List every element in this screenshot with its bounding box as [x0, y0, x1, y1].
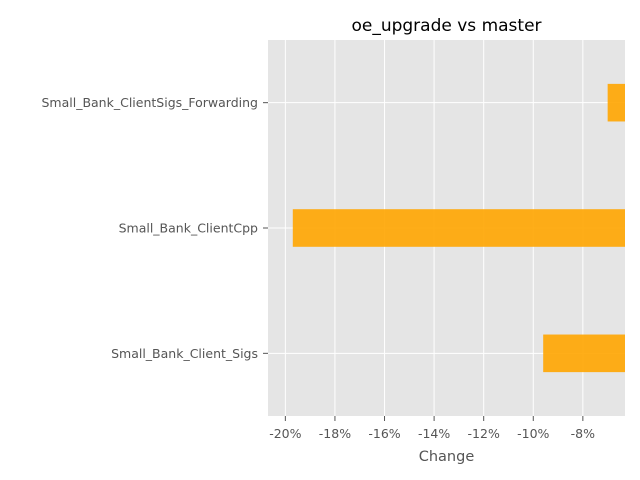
- x-tick-label: -12%: [468, 426, 500, 441]
- bars: [292, 83, 625, 373]
- x-tick-label: -10%: [517, 426, 549, 441]
- x-tick-label: -16%: [368, 426, 400, 441]
- x-axis-ticks: -20% -18% -16% -14% -12% -10% -8%: [269, 416, 595, 441]
- bar-small-bank-clientcpp: [292, 209, 625, 247]
- chart-title: oe_upgrade vs master: [351, 16, 541, 36]
- x-tick-label: -20%: [269, 426, 301, 441]
- y-axis-ticks: Small_Bank_ClientSigs_Forwarding Small_Ba…: [41, 95, 268, 361]
- x-tick-label: -8%: [571, 426, 595, 441]
- y-tick-label: Small_Bank_ClientSigs_Forwarding: [41, 95, 258, 110]
- bar-small-bank-client-sigs: [543, 334, 625, 373]
- x-tick-label: -14%: [418, 426, 450, 441]
- y-tick-label: Small_Bank_ClientCpp: [119, 221, 258, 236]
- x-axis-label: Change: [419, 449, 475, 465]
- bar-small-bank-clientsigs-forwarding: [607, 83, 625, 122]
- y-tick-label: Small_Bank_Client_Sigs: [111, 346, 258, 361]
- x-tick-label: -18%: [319, 426, 351, 441]
